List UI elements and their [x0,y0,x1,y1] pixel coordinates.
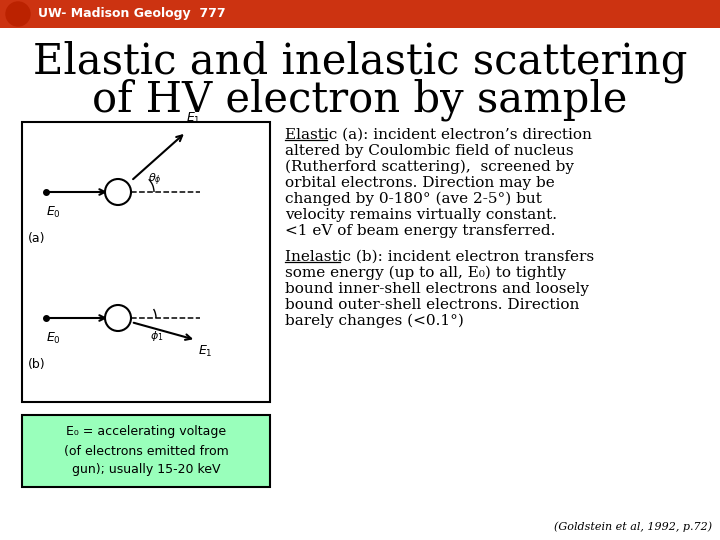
Bar [22,415,270,487]
Text: Elastic (a): incident electron’s direction: Elastic (a): incident electron’s directi… [285,128,592,142]
Text: changed by 0-180° (ave 2-5°) but: changed by 0-180° (ave 2-5°) but [285,192,542,206]
Text: (Rutherford scattering),  screened by: (Rutherford scattering), screened by [285,160,574,174]
Text: of HV electron by sample: of HV electron by sample [92,79,628,122]
Text: $\theta_\phi$: $\theta_\phi$ [148,172,162,188]
Text: <1 eV of beam energy transferred.: <1 eV of beam energy transferred. [285,224,555,238]
Circle shape [6,2,30,26]
Text: altered by Coulombic field of nucleus: altered by Coulombic field of nucleus [285,144,574,158]
Bar [0,0,720,28]
Text: Inelastic (b): incident electron transfers: Inelastic (b): incident electron transfe… [285,250,594,264]
Text: (Goldstein et al, 1992, p.72): (Goldstein et al, 1992, p.72) [554,522,712,532]
Text: $E_0$: $E_0$ [46,331,61,346]
Text: $E_1$: $E_1$ [186,111,201,126]
Text: barely changes (<0.1°): barely changes (<0.1°) [285,314,464,328]
Text: orbital electrons. Direction may be: orbital electrons. Direction may be [285,176,554,190]
Text: $E_1$: $E_1$ [198,344,212,359]
Text: (b): (b) [28,358,45,371]
Text: Elastic and inelastic scattering: Elastic and inelastic scattering [32,40,688,83]
Text: UW- Madison Geology  777: UW- Madison Geology 777 [38,8,225,21]
Text: some energy (up to all, E₀) to tightly: some energy (up to all, E₀) to tightly [285,266,566,280]
Text: (a): (a) [28,232,45,245]
Text: E₀ = accelerating voltage
(of electrons emitted from
gun); usually 15-20 keV: E₀ = accelerating voltage (of electrons … [63,426,228,476]
Text: velocity remains virtually constant.: velocity remains virtually constant. [285,208,557,222]
Circle shape [105,305,131,331]
Text: bound outer-shell electrons. Direction: bound outer-shell electrons. Direction [285,298,580,312]
Text: bound inner-shell electrons and loosely: bound inner-shell electrons and loosely [285,282,589,296]
Text: $E_0$: $E_0$ [46,205,61,220]
Bar [22,122,270,402]
Text: $\phi_1$: $\phi_1$ [150,329,163,343]
Circle shape [105,179,131,205]
